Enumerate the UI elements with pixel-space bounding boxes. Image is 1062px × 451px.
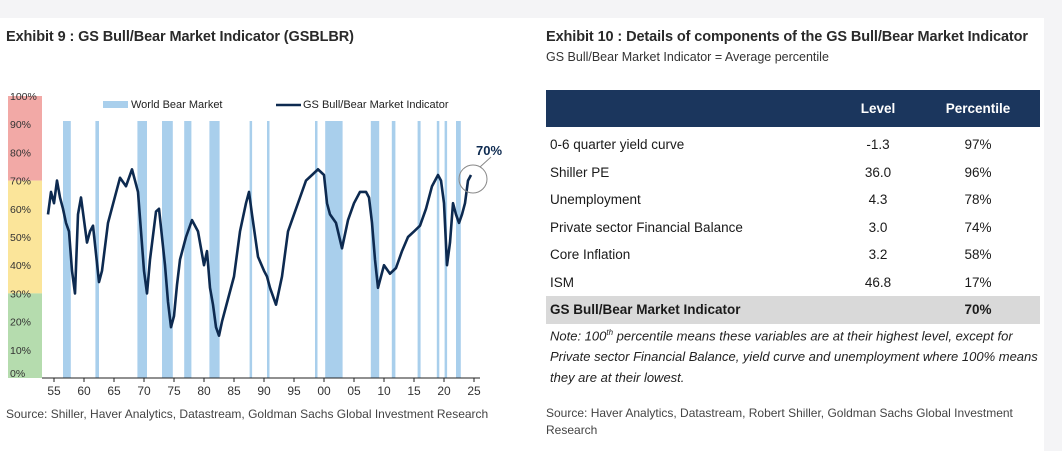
bear-market-band [209, 121, 220, 378]
row-name: Private sector Financial Balance [550, 219, 743, 235]
total-percentile: 70% [964, 302, 992, 317]
x-tick-label: 15 [407, 384, 421, 398]
table-total-row: GS Bull/Bear Market Indicator 70% [546, 296, 1040, 324]
y-tick-label: 30% [10, 288, 31, 300]
x-tick-label: 60 [77, 384, 91, 398]
bear-market-band [417, 121, 421, 378]
zone-band-yellow [8, 180, 42, 294]
y-tick-label: 60% [10, 204, 31, 216]
y-tick-label: 90% [10, 119, 31, 131]
row-percentile: 78% [964, 192, 992, 207]
x-tick-label: 05 [347, 384, 361, 398]
x-tick-label: 00 [317, 384, 331, 398]
x-tick-label: 20 [437, 384, 451, 398]
row-name: Shiller PE [550, 164, 610, 180]
bear-market-band [249, 121, 253, 378]
x-tick-label: 90 [257, 384, 271, 398]
legend-bear-swatch [103, 101, 128, 108]
indicator-series [46, 168, 473, 337]
annotation: 70% [458, 143, 502, 194]
y-tick-label: 10% [10, 345, 31, 357]
row-level: -1.3 [866, 137, 890, 152]
y-tick-label: 20% [10, 317, 31, 329]
table-header: Level Percentile [546, 90, 1040, 127]
x-tick-label: 75 [167, 384, 181, 398]
row-level: 4.3 [868, 192, 888, 207]
right-strip [1044, 18, 1062, 451]
note-text: percentile means these variables are at … [550, 328, 1038, 386]
row-level: 3.2 [868, 247, 888, 262]
y-axis-ticks: 0% 10% 20% 30% 40% 50% 60% 70% 80% 90% 100% [10, 91, 37, 380]
note-superscript: th [606, 328, 614, 337]
header-percentile: Percentile [945, 101, 1011, 116]
row-level: 46.8 [864, 274, 892, 290]
bear-market-band [436, 121, 440, 378]
bull-bear-chart: 0% 10% 20% 30% 40% 50% 60% 70% 80% 90% 100% 55 60 65… [8, 91, 502, 398]
row-percentile: 97% [964, 137, 992, 152]
annotation-label: 70% [476, 143, 502, 158]
zone-bands [8, 96, 42, 378]
bear-market-band [391, 121, 396, 378]
chart-legend: World Bear Market GS Bull/Bear Market Ind… [103, 99, 449, 111]
y-tick-label: 100% [10, 91, 37, 103]
bear-market-band [184, 121, 192, 378]
exhibit-9-source: Source: Shiller, Haver Analytics, Datast… [6, 407, 489, 421]
indicator-line [46, 168, 473, 337]
bear-market-band [63, 121, 71, 378]
x-tick-label: 80 [197, 384, 211, 398]
row-level: 36.0 [864, 164, 892, 180]
y-tick-label: 70% [10, 176, 31, 188]
row-percentile: 58% [964, 247, 992, 262]
total-name: GS Bull/Bear Market Indicator [550, 302, 741, 317]
exhibit-10-subtitle: GS Bull/Bear Market Indicator = Average … [546, 50, 829, 64]
annotation-circle [458, 164, 488, 194]
row-name: ISM [550, 274, 575, 290]
components-table: Level Percentile 0-6 quarter yield curve… [546, 90, 1040, 324]
exhibit-10-title: Exhibit 10 : Details of components of th… [546, 29, 1028, 45]
annotation-leader [479, 156, 492, 168]
header-level: Level [860, 101, 896, 116]
y-tick-label: 0% [10, 368, 25, 380]
bear-market-bands [63, 121, 461, 378]
exhibit-10-source: Source: Haver Analytics, Datastream, Rob… [546, 406, 1013, 437]
note-prefix: Note: 100 [550, 328, 607, 344]
bear-market-band [162, 121, 173, 378]
row-percentile: 74% [964, 219, 992, 235]
bear-market-band [95, 121, 99, 378]
bear-market-band [315, 121, 318, 378]
table-note: Note: 100th percentile means these varia… [550, 322, 1040, 388]
row-percentile: 17% [964, 274, 992, 290]
table-row: ISM 46.8 17% [546, 269, 1040, 297]
table-row: Private sector Financial Balance 3.0 74% [546, 214, 1040, 242]
x-tick-label: 65 [107, 384, 121, 398]
table-row: Unemployment 4.3 78% [546, 186, 1040, 214]
x-tick-label: 25 [467, 384, 481, 398]
bear-market-band [267, 121, 270, 378]
x-axis-ticks: 55 60 65 70 75 80 85 90 95 00 05 10 15 20 25 [42, 377, 481, 398]
table-row: Core Inflation 3.2 58% [546, 241, 1040, 269]
bear-market-band [325, 121, 343, 378]
zone-band-green [8, 293, 42, 378]
table-row: Shiller PE 36.0 96% [546, 159, 1040, 187]
exhibit-9-title: Exhibit 9 : GS Bull/Bear Market Indicato… [6, 29, 354, 45]
row-name: Unemployment [550, 192, 641, 207]
y-tick-label: 80% [10, 147, 31, 159]
row-name: 0-6 quarter yield curve [550, 137, 685, 152]
table-row: 0-6 quarter yield curve -1.3 97% [546, 131, 1040, 159]
legend-line-label: GS Bull/Bear Market Indicator [303, 99, 449, 111]
top-strip [0, 0, 1062, 18]
row-level: 3.0 [868, 219, 888, 235]
x-tick-label: 10 [377, 384, 391, 398]
bear-market-band [456, 121, 461, 378]
row-percentile: 96% [964, 164, 992, 180]
legend-bear-label: World Bear Market [131, 99, 223, 111]
x-tick-label: 95 [287, 384, 301, 398]
x-tick-label: 85 [227, 384, 241, 398]
y-tick-label: 40% [10, 260, 31, 272]
zone-band-red [8, 96, 42, 181]
x-tick-label: 70 [137, 384, 151, 398]
row-name: Core Inflation [550, 247, 631, 262]
y-tick-label: 50% [10, 232, 31, 244]
x-tick-label: 55 [47, 384, 61, 398]
